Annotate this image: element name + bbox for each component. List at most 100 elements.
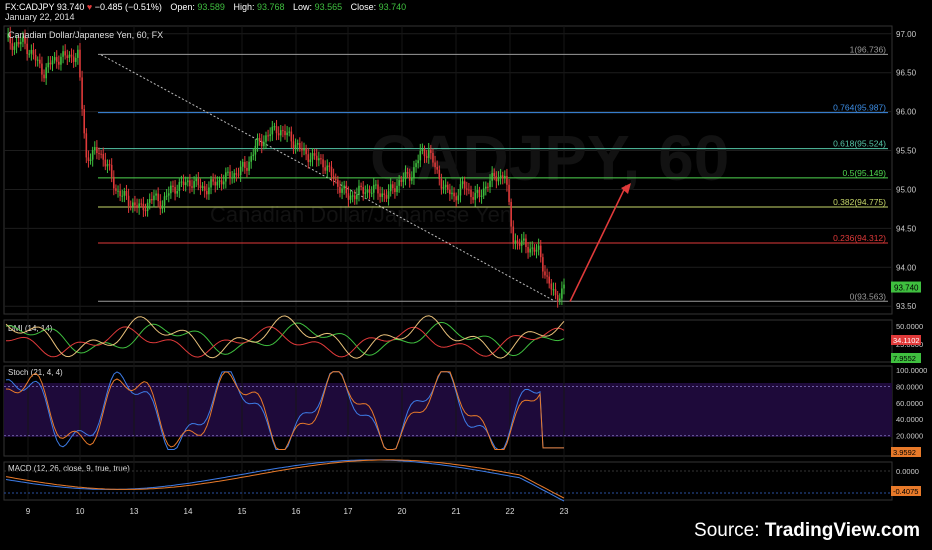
candle-body: [28, 53, 31, 55]
candle-body: [444, 184, 447, 188]
candle-body: [478, 190, 481, 197]
candle-body: [72, 56, 75, 62]
candle-body: [391, 184, 394, 189]
candle-body: [320, 158, 322, 160]
candle-body: [58, 61, 60, 65]
stoch-value-label: 3.9592: [893, 448, 916, 457]
candle-body: [324, 167, 326, 171]
candle-body: [161, 205, 164, 209]
stoch-band: [4, 383, 892, 437]
symbol: FX:CADJPY: [5, 2, 55, 12]
candle-body: [548, 276, 551, 284]
candle-body: [362, 187, 365, 194]
candle-body: [233, 173, 236, 178]
candle-body: [89, 159, 92, 161]
candle-body: [377, 184, 379, 194]
candle-body: [296, 143, 299, 145]
y-tick-label: 95.50: [896, 147, 917, 156]
candle-body: [64, 51, 66, 56]
candle-body: [189, 180, 191, 187]
candle-body: [87, 157, 90, 161]
candle-body: [550, 283, 553, 290]
candle-body: [413, 167, 415, 179]
candle-body: [277, 133, 280, 136]
candle-body: [343, 185, 345, 189]
candle-body: [539, 245, 542, 258]
high-value: 93.768: [256, 2, 285, 12]
candle-body: [244, 162, 246, 168]
candle-body: [36, 59, 39, 61]
dmi-value-box-2: [891, 353, 921, 363]
candle-body: [167, 193, 170, 196]
candle-body: [155, 193, 157, 196]
source-prefix: Source:: [694, 520, 765, 541]
x-tick-label: 9: [26, 507, 31, 516]
candle-body: [43, 74, 45, 79]
candle-body: [39, 59, 41, 64]
candle-body: [442, 187, 445, 189]
candle-body: [375, 184, 377, 186]
candle-body: [514, 240, 517, 244]
candle-body: [358, 185, 360, 195]
candle-body: [404, 172, 407, 180]
candle-body: [41, 63, 43, 75]
x-tick-label: 10: [76, 507, 85, 516]
candle-body: [237, 174, 240, 176]
candle-body: [453, 192, 455, 197]
candle-body: [273, 126, 276, 128]
last-price: 93.740: [56, 2, 85, 12]
stoch-tick: 20.0000: [896, 432, 923, 441]
candle-body: [504, 175, 506, 179]
candle-body: [542, 257, 544, 272]
macd-value-label: -0.4075: [893, 487, 918, 496]
candle-body: [26, 43, 28, 54]
candle-body: [461, 181, 464, 185]
candle-body: [45, 67, 47, 79]
candle-body: [176, 190, 179, 194]
candle-body: [415, 163, 417, 168]
dmi-value-label-2: 7.9552: [893, 354, 916, 363]
candle-body: [326, 165, 329, 171]
candle-body: [49, 62, 52, 65]
candle-body: [552, 289, 555, 291]
candle-body: [140, 203, 143, 205]
candle-body: [239, 166, 242, 176]
x-tick-label: 14: [184, 507, 193, 516]
candle-body: [328, 165, 331, 167]
candle-body: [186, 180, 189, 183]
fib-label: 1(96.736): [850, 44, 887, 54]
candle-body: [216, 181, 219, 186]
candle-body: [250, 156, 252, 162]
fib-label: 0.764(95.987): [833, 103, 886, 113]
candle-body: [208, 187, 210, 195]
candle-body: [282, 130, 284, 132]
candle-body: [351, 195, 354, 197]
x-tick-label: 17: [344, 507, 353, 516]
candle-body: [402, 179, 405, 182]
candle-body: [55, 57, 58, 62]
candle-body: [347, 193, 350, 200]
candle-body: [476, 190, 479, 193]
candle-body: [115, 188, 117, 191]
chart-date: January 22, 2014: [5, 12, 75, 22]
candle-body: [385, 194, 388, 199]
fib-label: 0.236(94.312): [833, 233, 886, 243]
candle-body: [482, 188, 485, 196]
candle-body: [411, 178, 413, 181]
candle-body: [123, 190, 126, 196]
candle-body: [497, 178, 500, 182]
projection-arrow: [569, 185, 627, 302]
candle-body: [307, 154, 310, 163]
candle-body: [98, 153, 100, 155]
candle-body: [85, 133, 88, 158]
low-value: 93.565: [314, 2, 343, 12]
candle-body: [112, 176, 115, 189]
candle-body: [271, 126, 274, 135]
candle-body: [24, 36, 26, 44]
candle-body: [22, 36, 24, 42]
high-label: High:: [233, 2, 255, 12]
candle-body: [199, 185, 202, 188]
candle-body: [423, 149, 426, 157]
close-label: Close:: [350, 2, 377, 12]
